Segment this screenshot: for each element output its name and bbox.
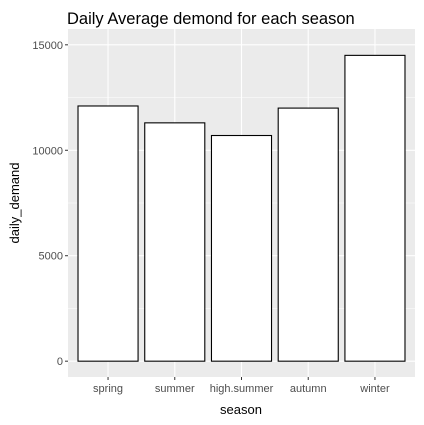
bar-high-summer (210, 134, 273, 362)
y-tick-label: 5000 (39, 251, 63, 263)
bars (77, 54, 406, 362)
y-axis-title: daily_demand (7, 163, 22, 244)
x-axis: spring summer high.summer autumn winter (93, 377, 390, 395)
y-tick-label: 15000 (32, 40, 63, 52)
chart-title: Daily Average demond for each season (67, 10, 355, 28)
bar-spring (77, 105, 139, 362)
bar-winter (344, 54, 406, 362)
x-tick-label: summer (155, 383, 195, 395)
y-axis: 0 5000 10000 15000 (32, 40, 68, 368)
x-tick-label: high.summer (210, 383, 274, 395)
y-tick-label: 10000 (32, 145, 63, 157)
x-tick-label: spring (93, 383, 123, 395)
x-tick-label: winter (359, 383, 390, 395)
bar-summer (144, 122, 206, 362)
bar-autumn (277, 107, 339, 362)
x-axis-title: season (220, 402, 262, 417)
x-tick-label: autumn (290, 383, 327, 395)
y-tick-label: 0 (57, 356, 63, 368)
